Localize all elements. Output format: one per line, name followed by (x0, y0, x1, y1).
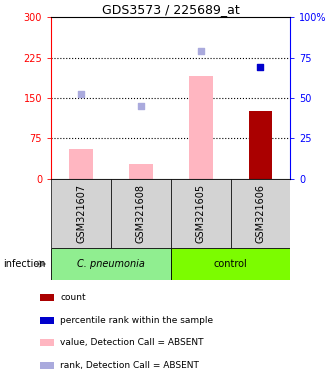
Point (138, 103, 144, 109)
Bar (40, 316, 54, 324)
Text: value, Detection Call = ABSENT: value, Detection Call = ABSENT (60, 338, 204, 347)
Text: rank, Detection Call = ABSENT: rank, Detection Call = ABSENT (60, 361, 199, 370)
Text: GSM321605: GSM321605 (196, 184, 206, 243)
Bar (171, 179, 231, 248)
Text: GSM321607: GSM321607 (76, 184, 86, 243)
Bar (40, 339, 54, 346)
Bar (40, 294, 54, 301)
Text: percentile rank within the sample: percentile rank within the sample (60, 316, 214, 324)
Point (79, 91, 84, 97)
Text: control: control (214, 259, 248, 269)
Bar (111, 179, 171, 248)
Title: GDS3573 / 225689_at: GDS3573 / 225689_at (102, 3, 240, 16)
Bar (189, 76, 213, 179)
Text: C. pneumonia: C. pneumonia (77, 259, 145, 269)
Bar (129, 164, 153, 179)
Bar (69, 149, 93, 179)
Text: GSM321606: GSM321606 (255, 184, 266, 243)
Text: infection: infection (3, 259, 46, 269)
Text: count: count (60, 293, 86, 302)
Bar (40, 362, 54, 369)
Bar (51, 179, 111, 248)
Point (198, 48, 203, 54)
Text: GSM321608: GSM321608 (136, 184, 146, 243)
Bar (171, 248, 290, 280)
Point (258, 64, 263, 70)
Bar (231, 179, 290, 248)
Bar (248, 111, 273, 179)
Bar (51, 248, 171, 280)
